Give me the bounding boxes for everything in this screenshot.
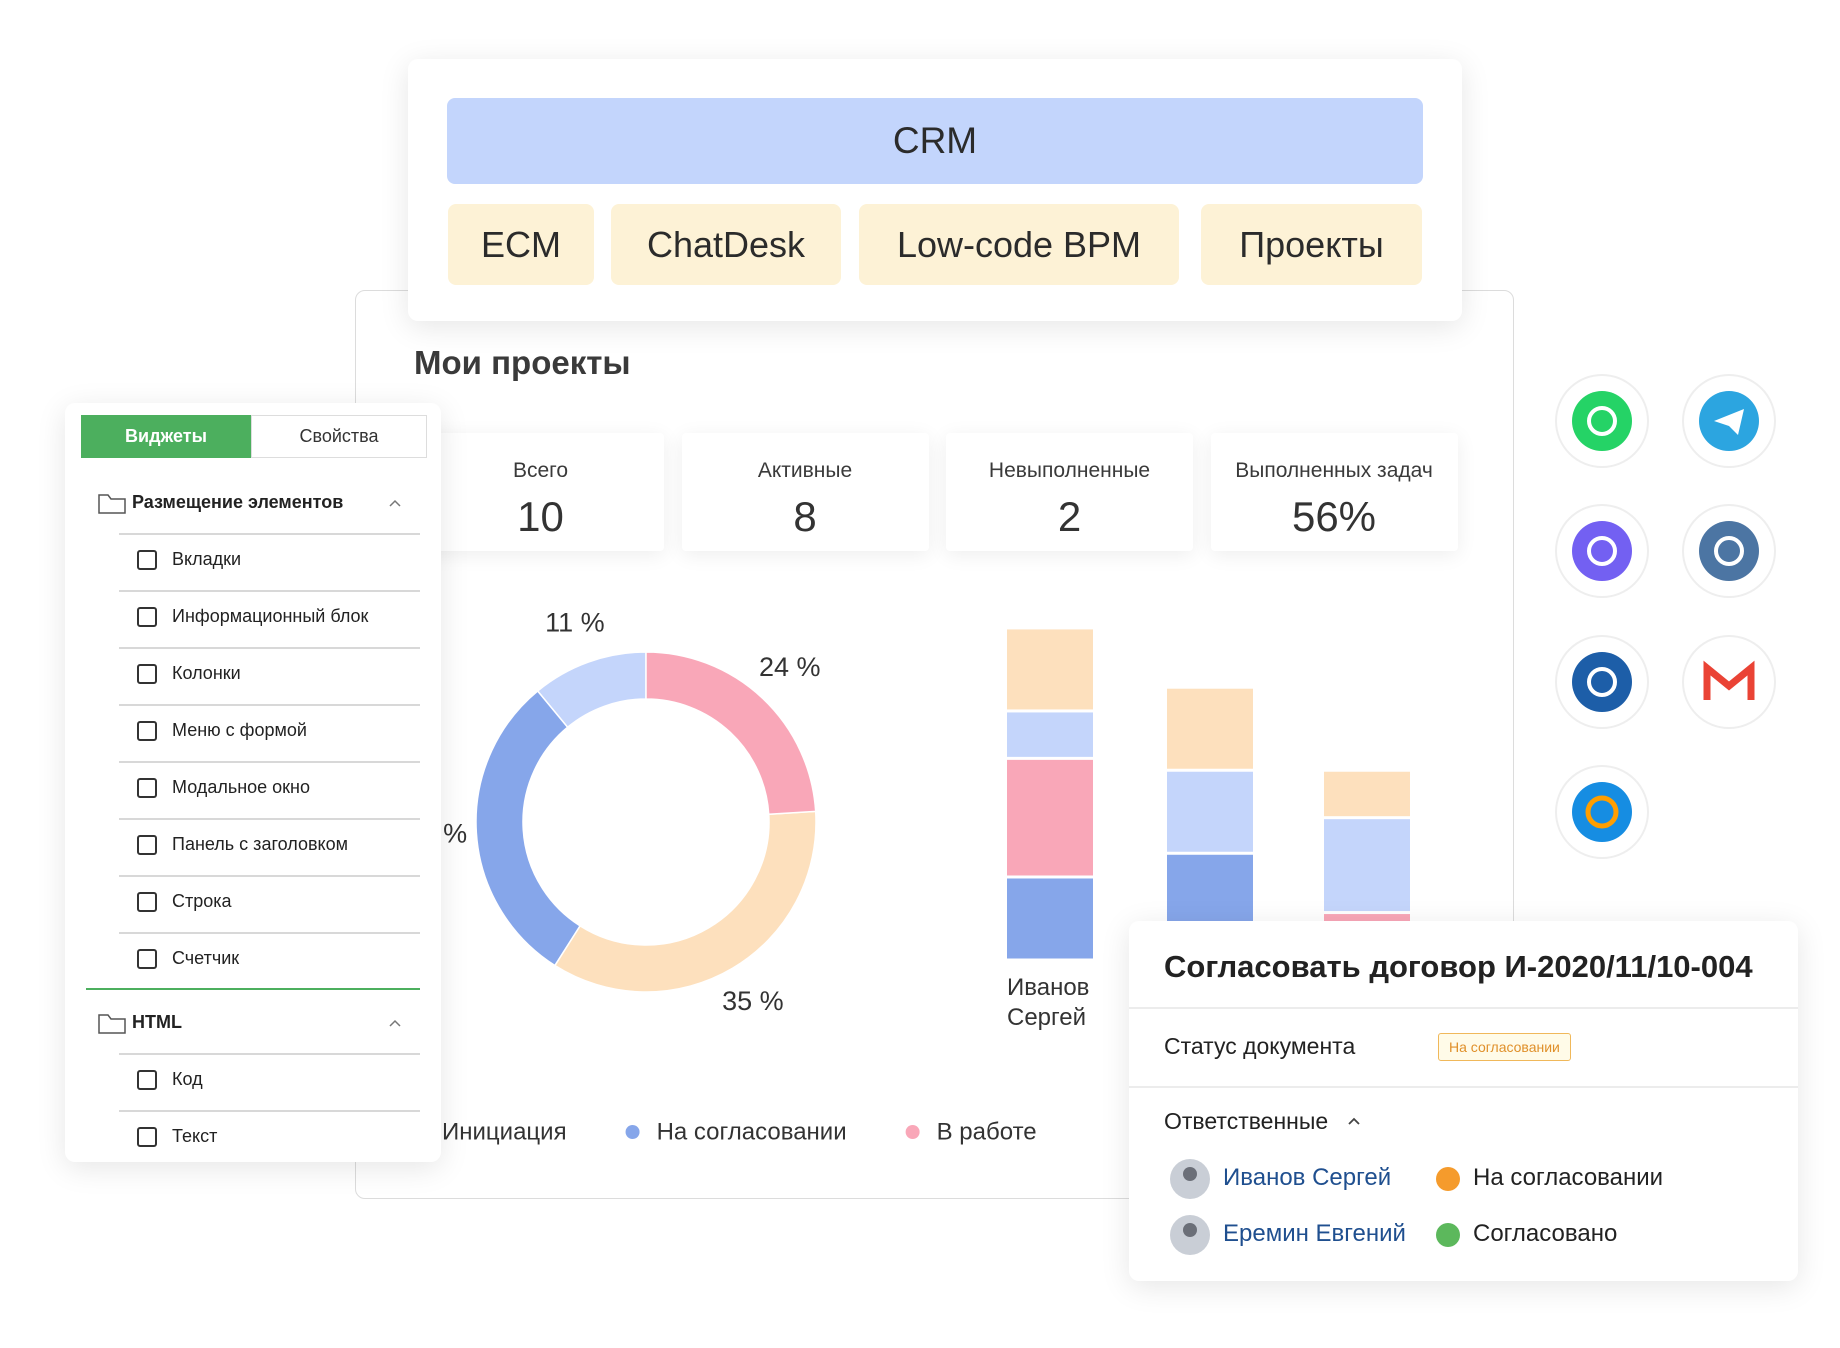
item-icon bbox=[137, 607, 157, 627]
stat-value: 8 bbox=[793, 493, 817, 540]
stat-card: Всего 10 bbox=[417, 433, 664, 551]
responsible-label: Ответственные bbox=[1164, 1108, 1329, 1134]
slice-label: 24 % bbox=[759, 652, 821, 682]
gmail-m bbox=[1703, 660, 1755, 700]
stat-card: Выполненных задач 56% bbox=[1210, 433, 1458, 551]
stat-card: Невыполненные 2 bbox=[946, 433, 1193, 551]
widget-item[interactable]: Код bbox=[172, 1069, 203, 1089]
donut-slice bbox=[475, 689, 582, 967]
stat-card: Активные 8 bbox=[681, 433, 929, 551]
module-card: CRM ECM ChatDesk Low-code BPM Проекты bbox=[408, 59, 1462, 321]
avatar-head bbox=[1183, 1167, 1197, 1181]
bar-segment bbox=[1324, 819, 1410, 912]
item-icon bbox=[137, 835, 157, 855]
stat-label: Всего bbox=[512, 459, 569, 482]
stat-label: Активные bbox=[757, 459, 853, 482]
bar-segment bbox=[1167, 688, 1253, 769]
legend-label: В работе bbox=[937, 1118, 1037, 1145]
stat-value: 10 bbox=[517, 493, 564, 540]
donut-slice bbox=[645, 651, 817, 816]
at-ring bbox=[1585, 795, 1619, 829]
messenger-icon bbox=[1572, 782, 1632, 842]
glyph bbox=[1714, 536, 1744, 566]
messenger-icon bbox=[1572, 652, 1632, 712]
widget-item[interactable]: Текст bbox=[172, 1126, 218, 1146]
bar-segment bbox=[1007, 759, 1093, 876]
bar-segment bbox=[1007, 878, 1093, 959]
messenger-icon bbox=[1572, 391, 1632, 451]
crm-module[interactable]: CRM bbox=[447, 98, 1423, 184]
widget-item[interactable]: Вкладки bbox=[172, 549, 242, 569]
chevron bbox=[389, 1019, 401, 1027]
bar-category-label: Иванов Сергей bbox=[1007, 974, 1090, 1031]
legend-label: На согласовании bbox=[657, 1118, 847, 1145]
item-icon bbox=[137, 1070, 157, 1090]
glyph bbox=[1587, 667, 1617, 697]
item-icon bbox=[137, 949, 157, 969]
group-title[interactable]: Размещение элементов bbox=[132, 492, 344, 512]
person-status: На согласовании bbox=[1473, 1164, 1664, 1191]
plane bbox=[1714, 409, 1744, 435]
stat-label: Невыполненные bbox=[988, 459, 1151, 482]
widget-item[interactable]: Модальное окно bbox=[172, 777, 311, 797]
messenger-icon bbox=[1699, 521, 1759, 581]
widget-item[interactable]: Меню с формой bbox=[172, 720, 307, 740]
module-button[interactable]: Low-code BPM bbox=[859, 204, 1179, 285]
person-status: Согласовано bbox=[1473, 1220, 1618, 1247]
widget-item[interactable]: Строка bbox=[172, 891, 232, 911]
task-card: Согласовать договор И-2020/11/10-004 Стат… bbox=[1129, 921, 1798, 1281]
status-label: Статус документа bbox=[1164, 1033, 1356, 1059]
bar-segment bbox=[1324, 771, 1410, 817]
widget-item[interactable]: Информационный блок bbox=[172, 606, 369, 626]
item-icon bbox=[137, 778, 157, 798]
donut-slice bbox=[553, 810, 817, 993]
sidebar-graphics bbox=[86, 494, 420, 1147]
glyph bbox=[1587, 536, 1617, 566]
folder-icon bbox=[98, 1014, 126, 1034]
messenger-icon bbox=[1572, 521, 1632, 581]
legend-label: Инициация bbox=[442, 1118, 567, 1145]
widget-item[interactable]: Панель с заголовком bbox=[172, 834, 348, 854]
item-icon bbox=[137, 892, 157, 912]
slice-label: 35 % bbox=[722, 986, 784, 1016]
person-name[interactable]: Еремин Евгений bbox=[1223, 1220, 1406, 1247]
tab-active[interactable]: Виджеты bbox=[81, 415, 251, 458]
task-graphics bbox=[1129, 1007, 1798, 1255]
module-button[interactable]: ChatDesk bbox=[611, 204, 841, 285]
avatar-head bbox=[1183, 1223, 1197, 1237]
tab[interactable]: Свойства bbox=[251, 415, 427, 458]
stat-value: 2 bbox=[1057, 493, 1082, 540]
widget-item[interactable]: Колонки bbox=[172, 663, 241, 683]
slice-label: 11 % bbox=[545, 608, 605, 638]
stat-value: 56% bbox=[1291, 493, 1377, 540]
item-icon bbox=[137, 550, 157, 570]
group-title[interactable]: HTML bbox=[132, 1012, 182, 1032]
item-icon bbox=[137, 1127, 157, 1147]
widget-sidebar: Виджеты Свойства Размещение элементов Вклад… bbox=[65, 403, 441, 1162]
item-icon bbox=[137, 664, 157, 684]
chevron bbox=[389, 499, 401, 507]
widget-item[interactable]: Счетчик bbox=[172, 948, 240, 968]
stat-label: Выполненных задач bbox=[1235, 459, 1433, 482]
legend-dot bbox=[625, 1125, 640, 1139]
bar-segment bbox=[1007, 629, 1093, 710]
status-badge: На согласовании bbox=[1438, 1033, 1571, 1061]
bar-segment bbox=[1007, 712, 1093, 757]
folder-icon bbox=[98, 494, 126, 514]
glyph bbox=[1587, 406, 1617, 436]
projects-title: Мои проекты bbox=[414, 344, 631, 381]
messenger-icons bbox=[1555, 374, 1776, 859]
bar-segment bbox=[1167, 771, 1253, 852]
item-icon bbox=[137, 721, 157, 741]
module-button[interactable]: Проекты bbox=[1201, 204, 1422, 285]
module-button[interactable]: ECM bbox=[448, 204, 594, 285]
task-title: Согласовать договор И-2020/11/10-004 bbox=[1164, 949, 1753, 984]
status-icon bbox=[1436, 1223, 1460, 1247]
chevron bbox=[1348, 1117, 1360, 1125]
status-icon bbox=[1436, 1167, 1460, 1191]
legend-dot bbox=[905, 1125, 920, 1139]
person-name[interactable]: Иванов Сергей bbox=[1223, 1164, 1392, 1191]
